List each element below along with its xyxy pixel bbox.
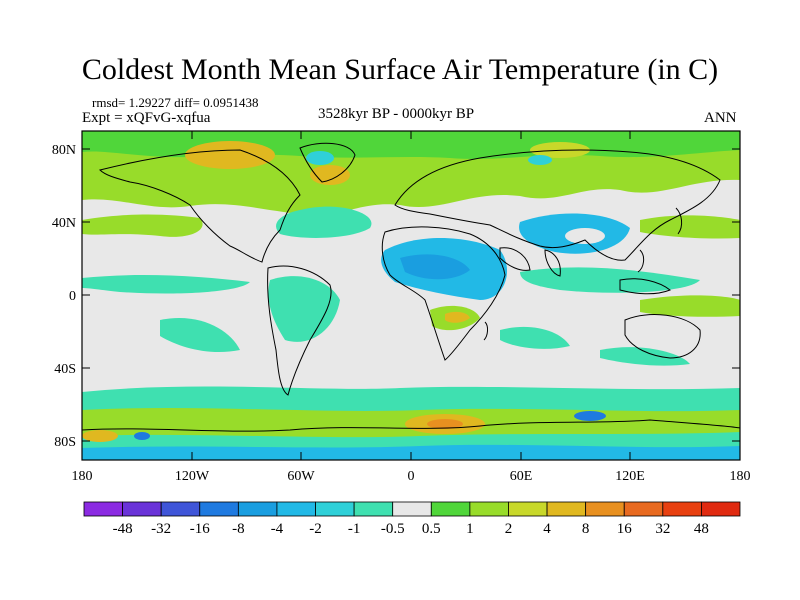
season-label: ANN: [704, 110, 737, 126]
colorbar-label: -0.5: [381, 521, 405, 537]
lon-label-120e: 120E: [615, 469, 645, 484]
lon-label-120w: 120W: [175, 469, 210, 484]
lon-label-180w: 180: [72, 469, 93, 484]
lon-ticks: [191, 131, 631, 460]
lon-label-60w: 60W: [287, 469, 315, 484]
lon-label-0: 0: [408, 469, 415, 484]
experiment-label: Expt = xQFvG-xqfua: [82, 110, 211, 126]
colorbar-swatch: [160, 501, 201, 517]
colorbar-label: 8: [582, 521, 590, 537]
colorbar-swatch: [276, 501, 316, 517]
colorbar-label: 1: [466, 521, 474, 537]
colorbar-swatch: [122, 501, 162, 517]
lat-ticks: [82, 148, 740, 442]
colorbar-label: 16: [617, 521, 633, 537]
colorbar-label: -8: [232, 521, 245, 537]
colorbar-swatch: [199, 501, 239, 517]
colorbar-swatch: [237, 501, 278, 517]
colorbar-label: -4: [271, 521, 284, 537]
map-title: Coldest Month Mean Surface Air Temperatu…: [81, 53, 719, 86]
stats-label: rmsd= 1.29227 diff= 0.0951438: [92, 95, 259, 110]
lat-label-40n: 40N: [52, 216, 76, 231]
colorbar-label: -16: [190, 521, 210, 537]
lon-label-60e: 60E: [510, 469, 533, 484]
lat-label-80s: 80S: [54, 435, 76, 450]
colorbar-label: -2: [309, 521, 322, 537]
lat-label-80n: 80N: [52, 143, 76, 158]
colorbar-swatch: [546, 501, 587, 517]
colorbar-swatch: [508, 501, 548, 517]
colorbar-swatch: [430, 501, 471, 517]
colorbar-label: -48: [113, 521, 133, 537]
coastlines: [82, 142, 740, 432]
colorbar-swatch: [353, 501, 394, 517]
colorbar-swatch: [662, 501, 702, 517]
lat-label-0: 0: [69, 289, 76, 304]
colorbar-swatch: [315, 501, 355, 517]
colorbar-swatch: [469, 501, 509, 517]
colorbar-swatch: [585, 501, 625, 517]
colorbar-label: 0.5: [422, 521, 441, 537]
colorbar-label: 48: [694, 521, 709, 537]
colorbar-label: -1: [348, 521, 361, 537]
colorbar-label: -32: [151, 521, 171, 537]
colorbar-swatch: [623, 501, 664, 517]
colorbar-swatch: [392, 501, 432, 517]
colorbar-label: 2: [505, 521, 513, 537]
anomaly-field: [82, 131, 740, 460]
period-label: 3528kyr BP - 0000kyr BP: [318, 106, 475, 122]
colorbar-swatch: [83, 501, 123, 517]
colorbar-label: 32: [655, 521, 670, 537]
lat-label-40s: 40S: [54, 362, 76, 377]
colorbar: -48 -32 -16 -8 -4 -2 -1 -0.5 0.5 1 2 4 8 16 32 48: [83, 501, 741, 537]
lon-label-180e: 180: [730, 469, 751, 484]
colorbar-label: 4: [543, 521, 551, 537]
colorbar-swatch: [701, 501, 741, 517]
